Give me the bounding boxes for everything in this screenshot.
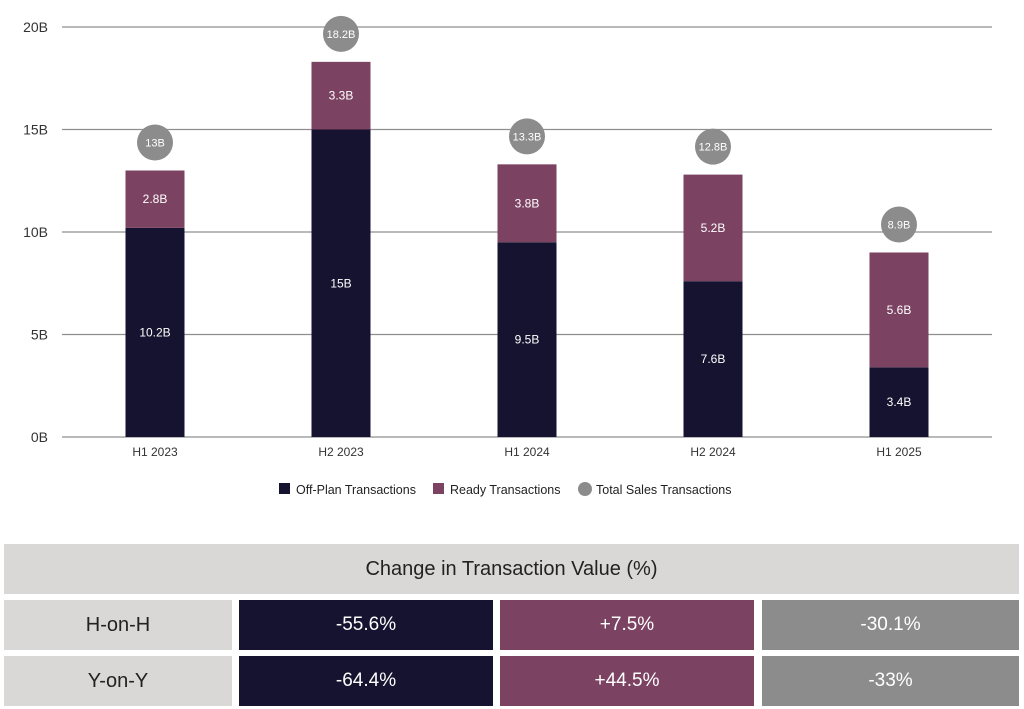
x-tick-label: H1 2025 [876,445,922,459]
table-title: Change in Transaction Value (%) [4,544,1019,594]
data-label-off-plan-transactions: 15B [330,276,351,290]
data-label-ready-transactions: 5.6B [887,303,912,317]
cell-ready: +7.5% [500,600,754,650]
total-label: 8.9B [888,220,911,232]
bar-ready-transactions [683,174,743,282]
bar-off-plan-transactions [869,367,929,437]
data-label-off-plan-transactions: 7.6B [701,352,726,366]
y-tick-label: 20B [23,19,48,35]
legend-label-off-plan-transactions: Off-Plan Transactions [296,483,416,497]
data-label-off-plan-transactions: 9.5B [515,333,540,347]
total-marker [323,15,359,52]
bar-off-plan-transactions [125,227,185,437]
y-tick-label: 10B [23,224,48,240]
y-axis-ticks: 0B 5B 10B 15B 20B [23,19,48,445]
bar-ready-transactions [497,164,557,243]
total-marker [695,128,731,165]
x-tick-label: H1 2024 [504,445,550,459]
data-label-ready-transactions: 3.3B [329,89,354,103]
legend: Off-Plan Transactions Ready Transactions T… [279,482,732,497]
total-marker [881,206,917,243]
data-label-ready-transactions: 2.8B [143,192,168,206]
legend-label-ready-transactions: Ready Transactions [450,483,560,497]
change-table: Change in Transaction Value (%) H-on-H -… [4,544,1019,706]
bar-off-plan-transactions [311,129,371,437]
legend-swatch-total-sales-transactions [578,482,592,496]
data-label-off-plan-transactions: 3.4B [887,395,912,409]
total-label: 18.2B [327,29,356,41]
table-row-h-on-h: H-on-H -55.6% +7.5% -30.1% [4,600,1019,650]
data-label-off-plan-transactions: 10.2B [139,325,170,339]
data-label-ready-transactions: 3.8B [515,196,540,210]
bar-ready-transactions [869,252,929,368]
cell-off-plan: -64.4% [239,656,493,706]
x-axis-ticks: H1 2023 H2 2023 H1 2024 H2 2024 H1 2025 [132,445,922,459]
legend-label-total-sales-transactions: Total Sales Transactions [596,483,732,497]
cell-ready: +44.5% [500,656,754,706]
table-row-y-on-y: Y-on-Y -64.4% +44.5% -33% [4,656,1019,706]
total-label: 13B [145,138,165,150]
stacked-bar-chart: 0B 5B 10B 15B 20B 10.2B 2.8B 13B 15B 3.3B 18.2B 9.… [23,15,992,497]
y-tick-label: 15B [23,122,48,138]
total-label: 13.3B [513,131,542,143]
bar-ready-transactions [125,170,185,228]
data-label-ready-transactions: 5.2B [701,221,726,235]
x-tick-label: H2 2024 [690,445,736,459]
x-tick-label: H1 2023 [132,445,178,459]
row-label: H-on-H [4,600,232,650]
bar-ready-transactions [311,61,371,130]
y-tick-label: 0B [31,429,48,445]
legend-swatch-off-plan-transactions [279,483,290,494]
bars [125,61,929,437]
bar-labels: 10.2B 2.8B 13B 15B 3.3B 18.2B 9.5B 3.8B 13.3B 7.6… [137,15,917,409]
legend-swatch-ready-transactions [433,483,444,494]
cell-total: -33% [762,656,1019,706]
y-tick-label: 5B [31,327,48,343]
bar-off-plan-transactions [683,281,743,437]
total-marker [137,124,173,161]
cell-total: -30.1% [762,600,1019,650]
bar-off-plan-transactions [497,242,557,437]
row-label: Y-on-Y [4,656,232,706]
cell-off-plan: -55.6% [239,600,493,650]
x-tick-label: H2 2023 [318,445,364,459]
total-label: 12.8B [699,142,728,154]
total-marker [509,118,545,155]
